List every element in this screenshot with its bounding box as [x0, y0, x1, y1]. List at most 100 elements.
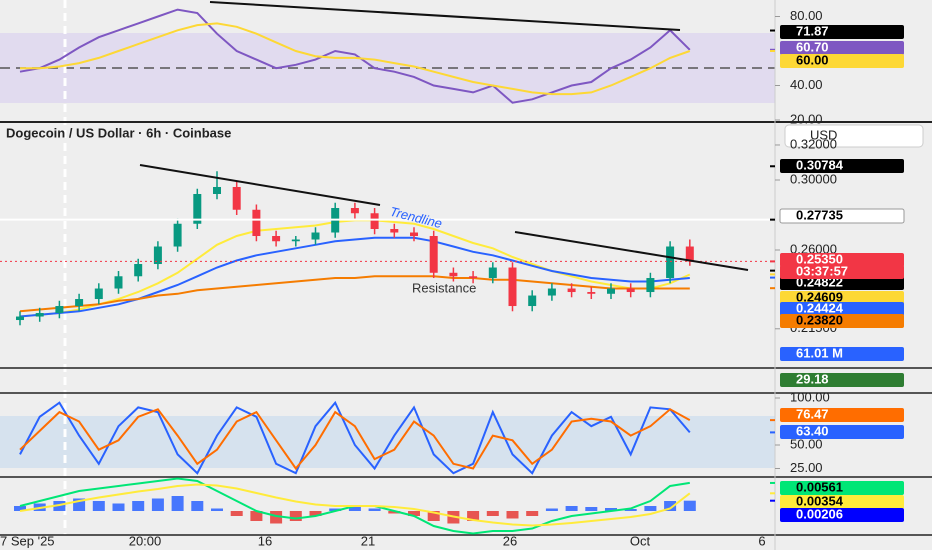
value-badge-label: 0.24609	[796, 289, 843, 304]
candle-body	[193, 193, 202, 224]
histogram-bar	[368, 508, 381, 511]
candle-body	[508, 267, 517, 307]
value-badge	[780, 25, 904, 39]
series-line	[19, 8, 691, 104]
series-line	[19, 275, 690, 313]
candle-body	[488, 267, 497, 279]
candle-body	[607, 288, 615, 294]
histogram-bar	[486, 511, 499, 516]
trendline	[139, 164, 381, 206]
value-badge-label: 0.30784	[796, 157, 844, 172]
candle-body	[449, 272, 458, 277]
histogram-bar	[506, 511, 519, 519]
value-badge	[780, 495, 904, 509]
value-badge	[780, 302, 904, 316]
histogram-bar	[14, 506, 26, 511]
plot	[0, 8, 775, 535]
candle-body	[232, 186, 241, 210]
candle-body	[370, 213, 379, 230]
histogram-bar	[585, 507, 598, 511]
candle-body	[547, 288, 556, 296]
countdown-badge	[780, 265, 904, 279]
currency-label[interactable]: USD	[810, 127, 837, 142]
value-badge	[780, 481, 904, 495]
volume-badge	[780, 347, 904, 361]
histogram-bar	[664, 501, 677, 511]
candle-body	[350, 207, 359, 214]
value-badge-label: 76.47	[796, 406, 829, 421]
x-tick-label: 21	[361, 533, 375, 548]
value-badge-label: 0.00354	[796, 493, 844, 508]
x-tick-label: Oct	[630, 533, 651, 548]
volume-label: 61.01 M	[796, 345, 843, 360]
histogram-bar	[526, 511, 539, 516]
histogram-bar	[624, 509, 637, 511]
series-line	[20, 22, 691, 96]
candle-body	[173, 223, 182, 247]
histogram-bar	[230, 511, 243, 516]
candle-body	[153, 246, 162, 265]
histogram-bar	[408, 511, 420, 516]
y-tick-label: 0.26000	[790, 241, 837, 256]
x-tick-label: 26	[503, 533, 517, 548]
histogram-bar	[211, 508, 223, 511]
histogram-bar	[151, 498, 164, 511]
series-line	[19, 400, 691, 475]
x-tick-label: 7 Sep '25	[0, 533, 55, 548]
value-badge	[779, 208, 905, 224]
candle-body	[35, 313, 44, 317]
histogram-bar	[467, 511, 480, 521]
candle-body	[16, 316, 24, 321]
value-badge-label: 63.40	[796, 423, 829, 438]
histogram-bar	[92, 501, 105, 511]
histogram-bar	[644, 506, 657, 511]
candle-body	[567, 288, 576, 293]
stoch-band	[0, 416, 775, 468]
value-badge	[780, 54, 904, 68]
currency-button[interactable]	[784, 124, 924, 148]
value-badge	[780, 291, 904, 305]
y-tick-label: 40.00	[790, 77, 823, 92]
countdown: 03:37:57	[796, 263, 848, 278]
histogram-bar	[427, 511, 440, 521]
candle-body	[528, 295, 537, 307]
value-badge-label: 0.00561	[796, 479, 843, 494]
series-line	[19, 408, 691, 471]
value-badge	[780, 253, 904, 267]
series-line	[19, 236, 690, 318]
adx-badge	[780, 373, 904, 387]
adx-label: 29.18	[796, 371, 829, 386]
candle-body	[272, 236, 281, 242]
value-badge-label: 0.27735	[796, 207, 843, 222]
value-badge	[780, 41, 904, 55]
value-badge	[780, 314, 904, 328]
candle-body	[252, 209, 261, 237]
x-tick-label: 6	[758, 533, 765, 548]
candle-body	[114, 276, 123, 289]
value-badge-label: 0.23820	[796, 312, 843, 327]
y-tick-label: 100.00	[790, 389, 830, 404]
value-badge-label: 0.25350	[796, 251, 843, 266]
candle-body	[291, 239, 300, 242]
value-badge-label: 71.87	[796, 23, 829, 38]
series-line	[19, 483, 691, 527]
candle-body	[213, 186, 221, 194]
y-tick-label: 0.32000	[790, 136, 837, 151]
candle-body	[666, 246, 675, 279]
value-badge-label: 0.24424	[796, 300, 844, 315]
histogram-bar	[565, 506, 578, 511]
histogram-bar	[191, 501, 204, 511]
histogram-bar	[683, 500, 696, 511]
x-tick-label: 16	[258, 533, 272, 548]
value-badge	[780, 508, 904, 522]
y-tick-label: 80.00	[790, 8, 823, 23]
histogram-bar	[171, 496, 184, 511]
histogram-bar	[132, 501, 145, 511]
value-badge-label: 0.00206	[796, 506, 843, 521]
rsi-trendline	[209, 1, 681, 31]
value-badge	[780, 408, 904, 422]
candle-body	[55, 306, 64, 314]
candle-body	[134, 264, 143, 277]
